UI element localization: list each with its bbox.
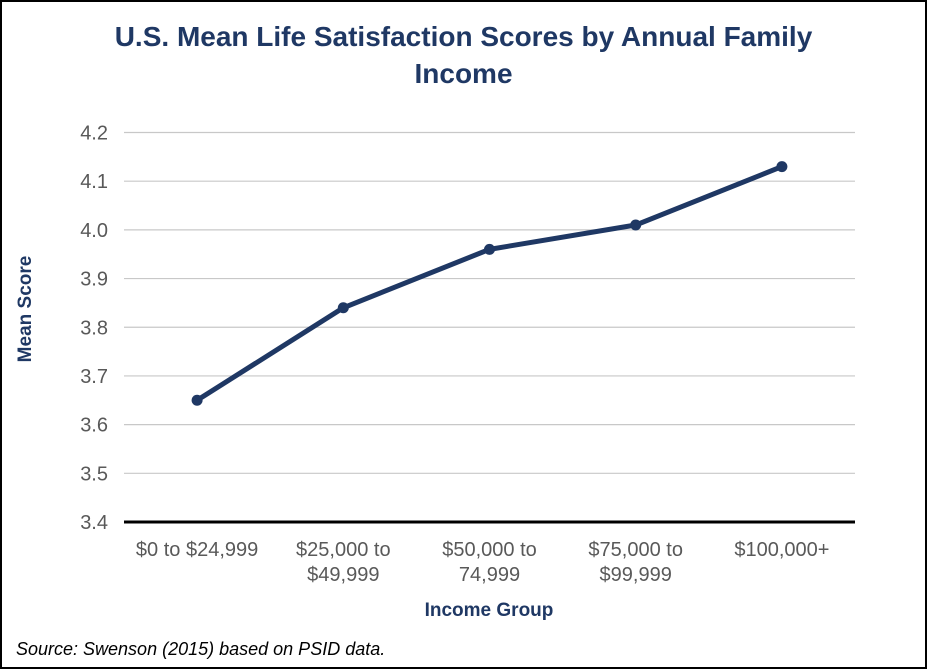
data-point: [191, 394, 203, 406]
y-tick-label: 4.1: [80, 171, 108, 193]
x-category-label: $50,000 to 74,999: [442, 539, 537, 586]
chart-title: U.S. Mean Life Satisfaction Scores by An…: [114, 21, 813, 89]
y-tick-label: 4.2: [80, 123, 108, 145]
y-tick-label: 4.0: [80, 220, 108, 242]
data-point: [776, 161, 788, 173]
source-note: Source: Swenson (2015) based on PSID dat…: [16, 639, 386, 659]
y-tick-label: 3.5: [80, 463, 108, 485]
y-tick-label: 3.8: [80, 317, 108, 339]
data-point: [484, 243, 495, 255]
data-point: [630, 219, 642, 231]
data-line: [194, 164, 785, 403]
x-category-label: $0 to $24,999: [136, 539, 258, 561]
y-tick-label: 3.7: [80, 366, 108, 388]
x-axis-title: Income Group: [424, 600, 554, 621]
x-category-label: $25,000 to $49,999: [296, 539, 391, 586]
data-point: [337, 302, 349, 314]
y-tick-label: 3.4: [80, 512, 108, 534]
x-category-label: $75,000 to $99,999: [588, 539, 683, 586]
y-tick-label: 3.9: [80, 269, 108, 291]
y-tick-label: 3.6: [80, 415, 108, 437]
x-category-label: $100,000+: [734, 539, 829, 561]
